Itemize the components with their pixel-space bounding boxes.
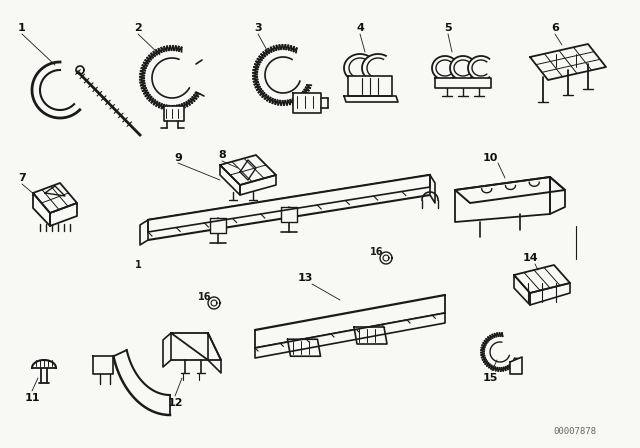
Polygon shape xyxy=(530,283,570,305)
Polygon shape xyxy=(550,177,565,214)
Text: 12: 12 xyxy=(167,398,183,408)
Polygon shape xyxy=(163,333,171,367)
Polygon shape xyxy=(510,357,522,374)
Polygon shape xyxy=(220,165,240,195)
Polygon shape xyxy=(50,203,77,226)
Text: 13: 13 xyxy=(298,273,313,283)
Polygon shape xyxy=(140,220,148,245)
Polygon shape xyxy=(287,339,321,356)
Polygon shape xyxy=(344,96,398,102)
Text: 14: 14 xyxy=(522,253,538,263)
Text: 5: 5 xyxy=(444,23,452,33)
Polygon shape xyxy=(148,175,430,232)
Polygon shape xyxy=(220,155,276,185)
Text: 00007878: 00007878 xyxy=(553,427,596,436)
Polygon shape xyxy=(240,175,276,195)
Text: 9: 9 xyxy=(174,153,182,163)
Text: 1: 1 xyxy=(135,260,141,270)
Text: 2: 2 xyxy=(134,23,142,33)
Polygon shape xyxy=(430,175,435,203)
Polygon shape xyxy=(164,106,184,121)
Text: 7: 7 xyxy=(18,173,26,183)
Polygon shape xyxy=(171,333,221,360)
Text: 8: 8 xyxy=(218,150,226,160)
Text: 16: 16 xyxy=(198,292,211,302)
Text: 1: 1 xyxy=(18,23,26,33)
Polygon shape xyxy=(281,207,297,222)
Polygon shape xyxy=(530,44,606,80)
Polygon shape xyxy=(93,356,113,374)
Polygon shape xyxy=(255,313,445,358)
Polygon shape xyxy=(435,78,491,88)
Polygon shape xyxy=(514,265,570,293)
Text: 6: 6 xyxy=(551,23,559,33)
Polygon shape xyxy=(208,333,221,373)
Polygon shape xyxy=(348,76,392,96)
Polygon shape xyxy=(33,183,77,213)
Text: 10: 10 xyxy=(483,153,498,163)
Polygon shape xyxy=(293,93,321,113)
Text: 4: 4 xyxy=(356,23,364,33)
Polygon shape xyxy=(354,327,387,344)
Polygon shape xyxy=(455,177,565,203)
Polygon shape xyxy=(455,177,550,222)
Text: 11: 11 xyxy=(24,393,40,403)
Polygon shape xyxy=(210,218,226,233)
Polygon shape xyxy=(33,193,50,226)
Text: 3: 3 xyxy=(254,23,262,33)
Text: 16: 16 xyxy=(370,247,383,257)
Text: 15: 15 xyxy=(483,373,498,383)
Polygon shape xyxy=(514,275,530,305)
